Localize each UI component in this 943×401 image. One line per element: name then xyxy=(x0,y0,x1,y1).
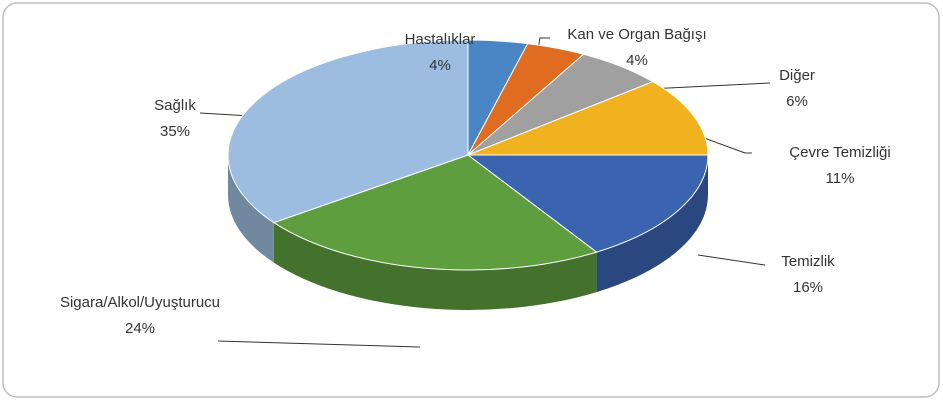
pie-side xyxy=(596,155,708,293)
data-label-name: Sigara/Alkol/Uyuşturucu xyxy=(60,294,220,311)
pie-slice xyxy=(466,154,709,253)
data-label-name: Hastalıklar xyxy=(405,31,476,48)
data-label-name: Kan ve Organ Bağışı xyxy=(567,26,706,43)
pie-slice xyxy=(272,154,598,271)
data-label-value: 4% xyxy=(429,57,451,74)
data-label-name: Diğer xyxy=(779,67,815,84)
data-label-name: Temizlik xyxy=(781,253,835,270)
data-label-value: 6% xyxy=(786,93,808,110)
data-label-name: Çevre Temizliği xyxy=(789,144,890,161)
pie-slices xyxy=(227,39,709,271)
pie-slice xyxy=(227,39,469,224)
pie-side xyxy=(228,155,274,263)
leader-line xyxy=(217,340,421,348)
pie-side xyxy=(273,222,597,310)
data-label-value: 24% xyxy=(125,320,155,337)
pie-sides xyxy=(228,155,708,310)
data-label-value: 11% xyxy=(826,170,855,187)
leader-line xyxy=(697,254,766,266)
pie-slice xyxy=(467,81,709,156)
data-label-value: 4% xyxy=(626,52,648,69)
data-label-value: 16% xyxy=(793,279,823,296)
data-label-value: 35% xyxy=(160,123,190,140)
data-label-name: Sağlık xyxy=(154,97,196,114)
